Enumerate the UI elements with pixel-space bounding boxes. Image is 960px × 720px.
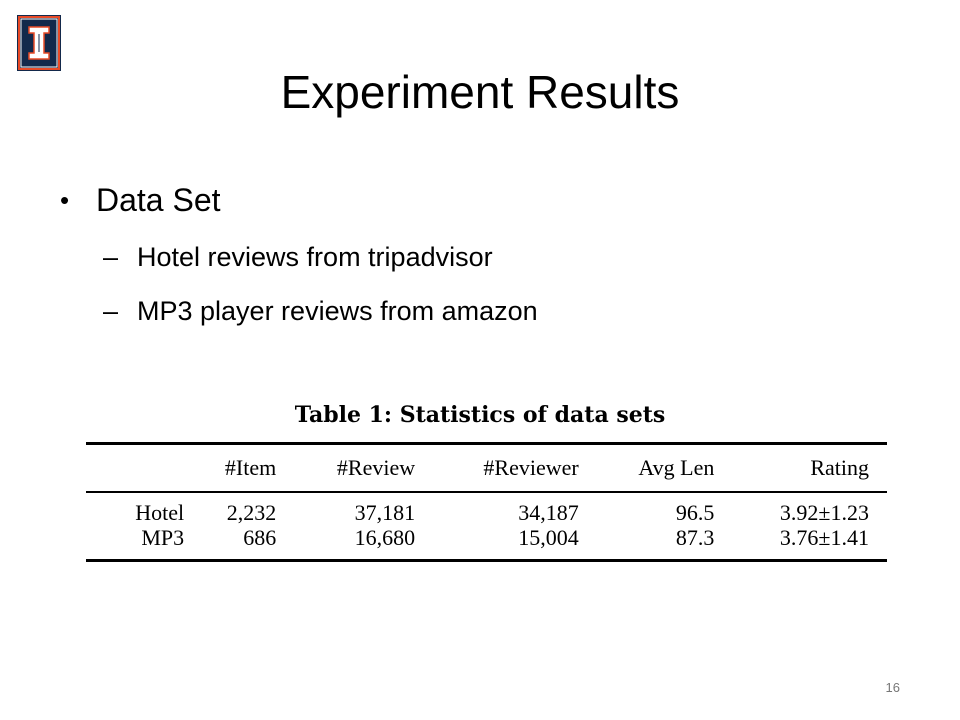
table-cell: 2,232	[226, 500, 277, 525]
table-row: Hotel 2,232 37,181 34,187 96.5 3.92±1.23	[86, 492, 887, 525]
table-row: MP3 686 16,680 15,004 87.3 3.76±1.41	[86, 525, 887, 561]
table-cell: 15,004	[518, 525, 579, 550]
row-label: MP3	[141, 525, 185, 550]
column-header-review: #Review	[336, 455, 416, 480]
page-number: 16	[885, 680, 900, 695]
dash-marker: –	[103, 242, 119, 272]
table-cell: 96.5	[675, 500, 715, 525]
column-header-item: #Item	[224, 455, 277, 480]
row-label: Hotel	[135, 500, 185, 525]
block-i-icon	[17, 15, 61, 71]
bullet-dot: •	[60, 185, 70, 215]
sub-bullet-text: Hotel reviews from tripadvisor	[137, 242, 493, 272]
sub-bullet-text: MP3 player reviews from amazon	[137, 296, 538, 326]
sub-bullet-hotel: – Hotel reviews from tripadvisor	[103, 240, 493, 274]
table-header-row: #Item #Review #Reviewer Avg Len Rating	[86, 443, 887, 493]
column-header-blank	[86, 444, 194, 493]
dash-marker: –	[103, 296, 119, 326]
table-cell: 3.92±1.23	[779, 500, 869, 525]
university-logo	[17, 15, 61, 71]
table-cell: 34,187	[518, 500, 579, 525]
column-header-avg-len: Avg Len	[638, 455, 715, 480]
column-header-rating: Rating	[810, 455, 869, 480]
sub-bullet-mp3: – MP3 player reviews from amazon	[103, 294, 538, 328]
bullet-data-set: • Data Set	[60, 180, 221, 220]
table-cell: 16,680	[354, 525, 416, 550]
table-cell: 87.3	[675, 525, 715, 550]
table-cell: 37,181	[354, 500, 416, 525]
table-caption: Table 1: Statistics of data sets	[294, 402, 666, 428]
slide-title: Experiment Results	[280, 66, 680, 118]
table-cell: 3.76±1.41	[779, 525, 869, 550]
bullet-text: Data Set	[96, 182, 221, 218]
column-header-reviewer: #Reviewer	[483, 455, 579, 480]
statistics-table: #Item #Review #Reviewer Avg Len Rating H…	[86, 442, 887, 562]
table-cell: 686	[243, 525, 277, 550]
